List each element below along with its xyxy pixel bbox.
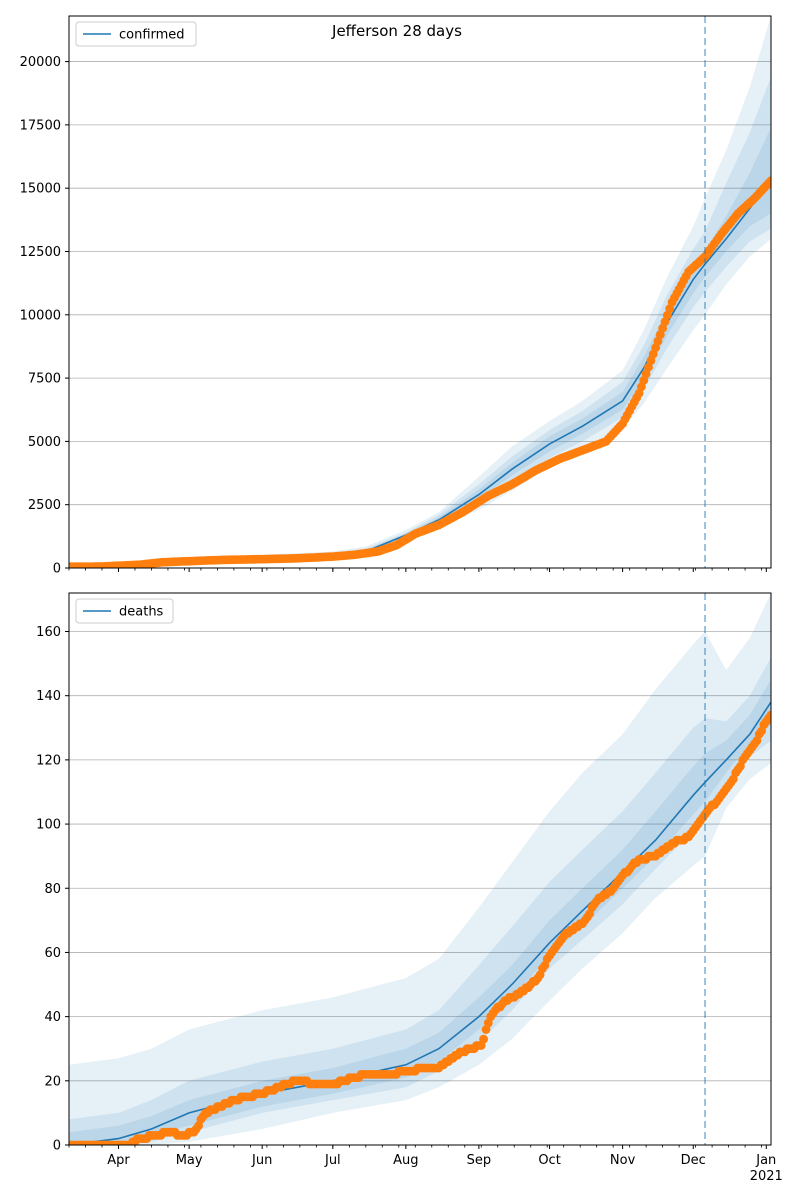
legend-box [75, 21, 197, 47]
x-tick-label: Apr [107, 1153, 130, 1168]
deaths-panel: 0 20 40 60 80 100 120 140 160 Apr May Jun Jul Aug Sep O… [36, 592, 783, 1184]
model-line [69, 177, 771, 568]
y-tick-label: 0 [53, 562, 61, 577]
y-tick-label: 5000 [28, 435, 61, 450]
y-tick-label: 17500 [20, 118, 61, 133]
observed-series [69, 710, 771, 1145]
y-tick-label: 10000 [20, 308, 61, 323]
x-tick-label: Jan [755, 1153, 776, 1168]
observed-point [479, 1034, 488, 1044]
chart-title: Jefferson 28 days [331, 22, 462, 40]
y-tick-label: 12500 [20, 245, 61, 260]
observed-point [766, 176, 771, 185]
x-tick-label: Jul [324, 1153, 341, 1168]
x-year-label: 2021 [750, 1169, 783, 1184]
plot-area [69, 593, 771, 1145]
observed-point [641, 369, 651, 379]
observed-series [69, 176, 771, 568]
plot-area [69, 16, 771, 568]
y-tick-label: 40 [44, 1010, 61, 1025]
y-tick-label: 2500 [28, 498, 61, 513]
y-tick-label: 120 [36, 753, 61, 768]
x-tick-label: Nov [610, 1153, 636, 1168]
y-tick-label: 80 [44, 882, 61, 897]
y-tick-label: 60 [44, 946, 61, 961]
confirmed-panel: 0 2500 5000 7500 10000 12500 15000 17500 20000 co… [20, 15, 772, 577]
y-tick-label: 7500 [28, 372, 61, 387]
band-0 [69, 16, 771, 568]
x-tick-label: Oct [538, 1153, 560, 1168]
axes-frame [68, 15, 772, 569]
legend-label: confirmed [119, 28, 185, 43]
x-tick-label: Aug [393, 1153, 418, 1168]
y-tick-label: 140 [36, 689, 61, 704]
legend-box [75, 598, 174, 624]
y-tick-label: 20 [44, 1074, 61, 1089]
y-tick-label: 20000 [20, 55, 61, 70]
y-tick-label: 160 [36, 625, 61, 640]
y-tick-label: 100 [36, 818, 61, 833]
x-tick-label: Jun [251, 1153, 272, 1168]
band-2 [69, 679, 771, 1145]
x-tick-label: Dec [681, 1153, 706, 1168]
x-tick-label: May [176, 1153, 203, 1168]
x-tick-label: Sep [467, 1153, 492, 1168]
y-tick-label: 15000 [20, 182, 61, 197]
axes-frame [68, 592, 772, 1146]
observed-point [766, 710, 771, 720]
observed-point [662, 310, 672, 320]
band-1 [69, 657, 771, 1145]
y-tick-label: 0 [53, 1139, 61, 1154]
legend-label: deaths [119, 605, 164, 620]
